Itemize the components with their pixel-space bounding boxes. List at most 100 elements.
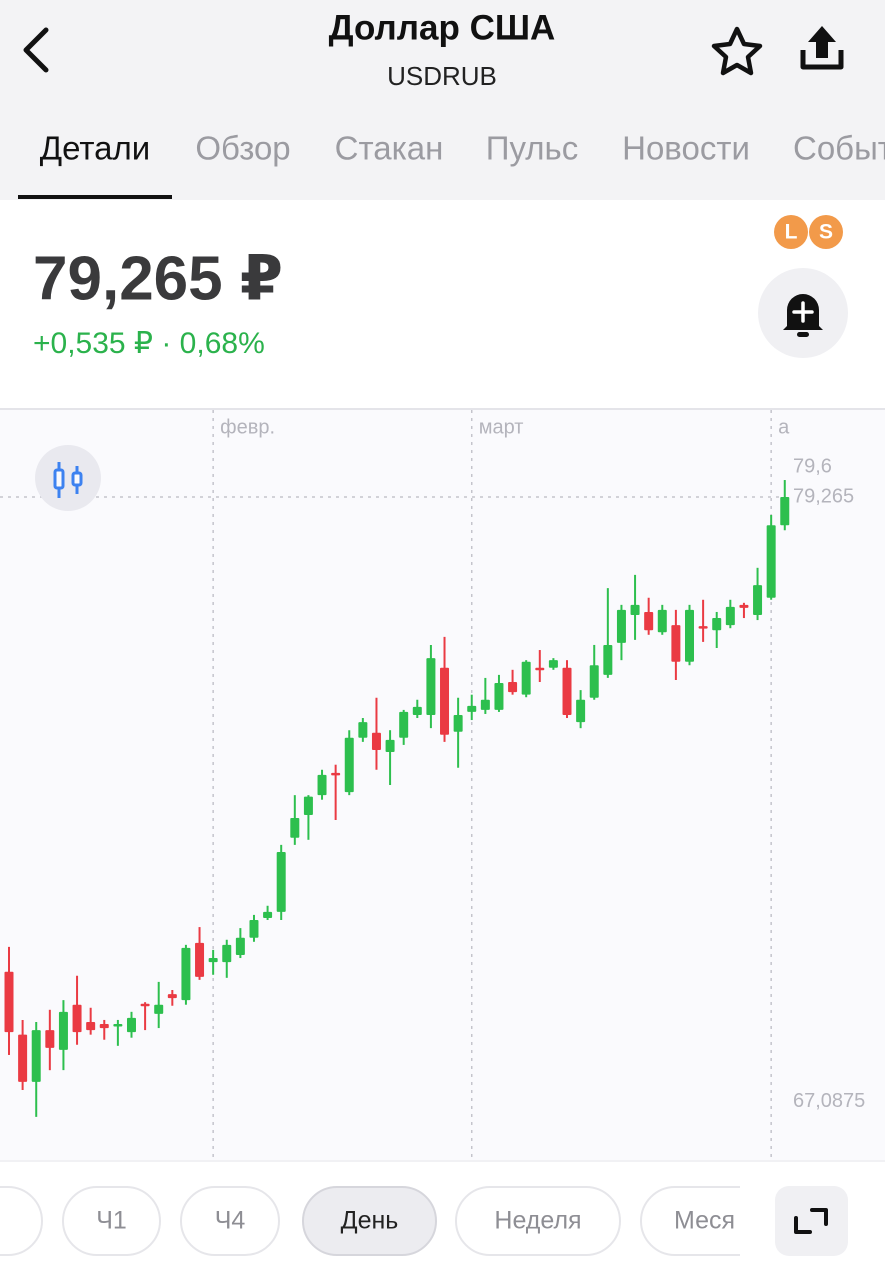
candle-body <box>521 661 531 695</box>
candle-body <box>290 817 300 838</box>
back-button[interactable] <box>23 27 49 73</box>
candle-body <box>18 1034 28 1082</box>
tab[interactable]: Пульс <box>486 130 578 167</box>
candle-body <box>303 796 313 815</box>
candle-body <box>371 732 381 750</box>
candle-body <box>630 604 640 616</box>
period-pill[interactable] <box>640 1186 801 1256</box>
period-pill[interactable] <box>62 1186 161 1256</box>
candle-body <box>86 1021 96 1031</box>
ticker: USDRUB <box>387 61 497 91</box>
tab-bar: Детали Обзор Стакан Пульс Новости Событ <box>18 130 885 199</box>
candle-body <box>385 739 395 753</box>
candle-body <box>99 1024 109 1029</box>
candle-body <box>195 942 205 977</box>
y-tick-label: 67,0875 <box>793 1090 865 1112</box>
candle-body <box>167 994 177 999</box>
period-label: Меся <box>674 1207 735 1235</box>
share-button[interactable] <box>800 26 844 70</box>
candle-body <box>440 667 450 735</box>
candle-body <box>358 722 368 738</box>
y-tick-label: 79,6 <box>793 455 832 477</box>
candle-body <box>426 658 436 715</box>
badge-circle <box>809 215 843 249</box>
candle-body <box>113 1024 123 1027</box>
candle-body <box>140 1003 150 1007</box>
tab[interactable]: Стакан <box>335 130 444 167</box>
candle-body <box>603 644 613 675</box>
candle-body <box>657 609 667 633</box>
favorite-button[interactable] <box>711 26 763 76</box>
candle-body <box>535 667 545 671</box>
candle-body <box>576 699 586 723</box>
last-price-label: 79,265 <box>793 485 854 507</box>
x-tick-label: март <box>479 416 524 438</box>
candle-body <box>31 1030 41 1082</box>
candle-body <box>4 971 14 1033</box>
badge-label: L <box>785 221 798 244</box>
period-label: День <box>341 1207 399 1235</box>
candle-body <box>58 1011 68 1050</box>
tab-underline <box>18 195 172 199</box>
fullscreen-button[interactable] <box>775 1186 848 1256</box>
candle-body <box>317 774 327 796</box>
instrument-title: Доллар США <box>329 8 556 47</box>
candle-body <box>399 711 409 738</box>
candle-body <box>331 772 341 776</box>
tab[interactable]: Событ <box>793 130 885 167</box>
badge-circle <box>774 215 808 249</box>
candle-body <box>263 911 273 918</box>
candle-body <box>453 714 463 732</box>
candle-body <box>780 497 790 526</box>
tab[interactable]: Детали <box>40 130 150 167</box>
candle-body <box>562 667 572 715</box>
price-change: +0,535 ₽ · 0,68% <box>33 327 265 360</box>
candle-body <box>181 947 191 1001</box>
candle-body <box>685 609 694 662</box>
candle-body <box>480 699 490 710</box>
period-pill[interactable] <box>0 1186 43 1256</box>
candle-body <box>698 626 708 629</box>
chart-bg <box>0 410 885 1160</box>
period-pill[interactable] <box>180 1186 280 1256</box>
period-pill[interactable] <box>455 1186 621 1256</box>
chart: февр. март а <box>0 410 790 1160</box>
candle-body <box>45 1030 55 1048</box>
candle-body <box>72 1004 82 1033</box>
alert-button[interactable] <box>758 268 848 358</box>
candle-body <box>344 737 354 793</box>
candle-body <box>154 1004 164 1014</box>
candle-body <box>467 705 477 712</box>
period-label: Неделя <box>494 1207 581 1235</box>
candle-body <box>753 585 763 616</box>
period-label: Ч4 <box>215 1207 246 1235</box>
candle-body <box>548 660 558 668</box>
candle-body <box>616 609 626 643</box>
candle-body <box>235 937 245 955</box>
x-tick-label: февр. <box>220 416 275 438</box>
candle-body <box>494 683 504 710</box>
period-pill[interactable] <box>302 1186 437 1256</box>
candle-body <box>208 958 218 963</box>
candle-body <box>222 944 232 963</box>
candle-body <box>412 706 422 715</box>
candle-body <box>589 665 599 698</box>
candle-body <box>671 625 681 662</box>
candle-body <box>508 681 518 693</box>
price: 79,265 ₽ <box>33 244 283 313</box>
chart-type-button[interactable] <box>35 445 101 511</box>
candle-body <box>249 919 259 938</box>
x-tick-label: а <box>778 416 790 438</box>
candle-body <box>725 606 735 626</box>
period-selector: 0Ч1Ч4ДеньНеделяМеся <box>0 1186 801 1256</box>
candle-body <box>276 851 286 912</box>
candle-body <box>644 611 654 631</box>
candle-body <box>126 1017 136 1033</box>
tab[interactable]: Новости <box>622 130 750 167</box>
tab[interactable]: Обзор <box>195 130 290 167</box>
period-label: Ч1 <box>96 1207 127 1235</box>
candle-body <box>739 604 749 608</box>
